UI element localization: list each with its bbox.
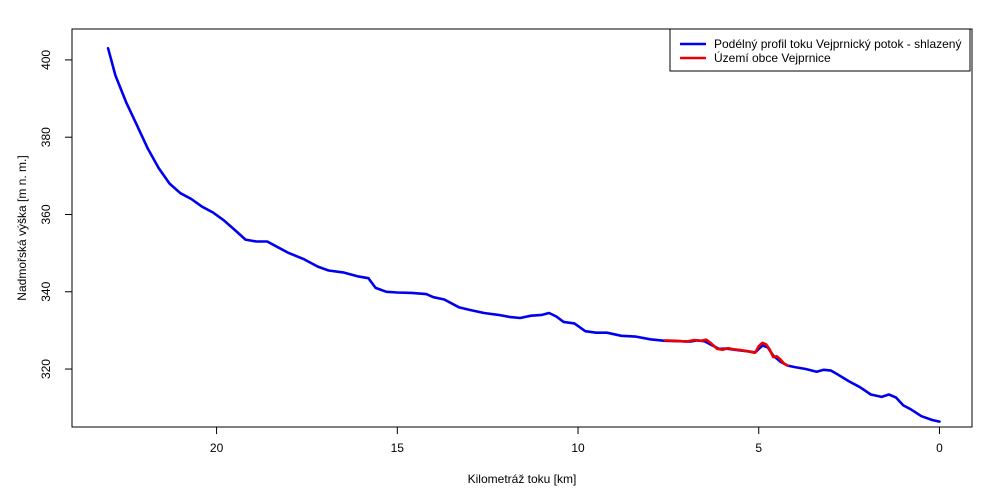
legend-label-municipality: Území obce Vejprnice (714, 50, 831, 65)
series-line-profile (106, 46, 941, 423)
x-tick-label: 5 (755, 441, 762, 455)
x-tick-label: 10 (571, 441, 585, 455)
x-tick-label: 15 (391, 441, 405, 455)
y-tick-label: 320 (39, 359, 53, 379)
series-line-municipality (663, 338, 790, 367)
series-layer (106, 46, 941, 423)
x-tick-label: 0 (936, 441, 943, 455)
y-tick-label: 380 (39, 127, 53, 147)
x-axis-title: Kilometráž toku [km] (468, 472, 577, 486)
y-tick-label: 340 (39, 281, 53, 301)
x-axis: 20 15 10 5 0 (210, 427, 943, 455)
plot-frame (71, 28, 973, 428)
legend-box (669, 28, 971, 72)
legend: Podélný profil toku Vejprnický potok - s… (669, 28, 971, 72)
y-axis-title: Nadmořská výška [m n. m.] (15, 155, 29, 300)
y-axis: 320 340 360 380 400 (39, 50, 72, 379)
y-tick-label: 360 (39, 204, 53, 224)
x-tick-label: 20 (210, 441, 224, 455)
y-tick-label: 400 (39, 50, 53, 70)
legend-label-profile: Podélný profil toku Vejprnický potok - s… (714, 37, 961, 51)
